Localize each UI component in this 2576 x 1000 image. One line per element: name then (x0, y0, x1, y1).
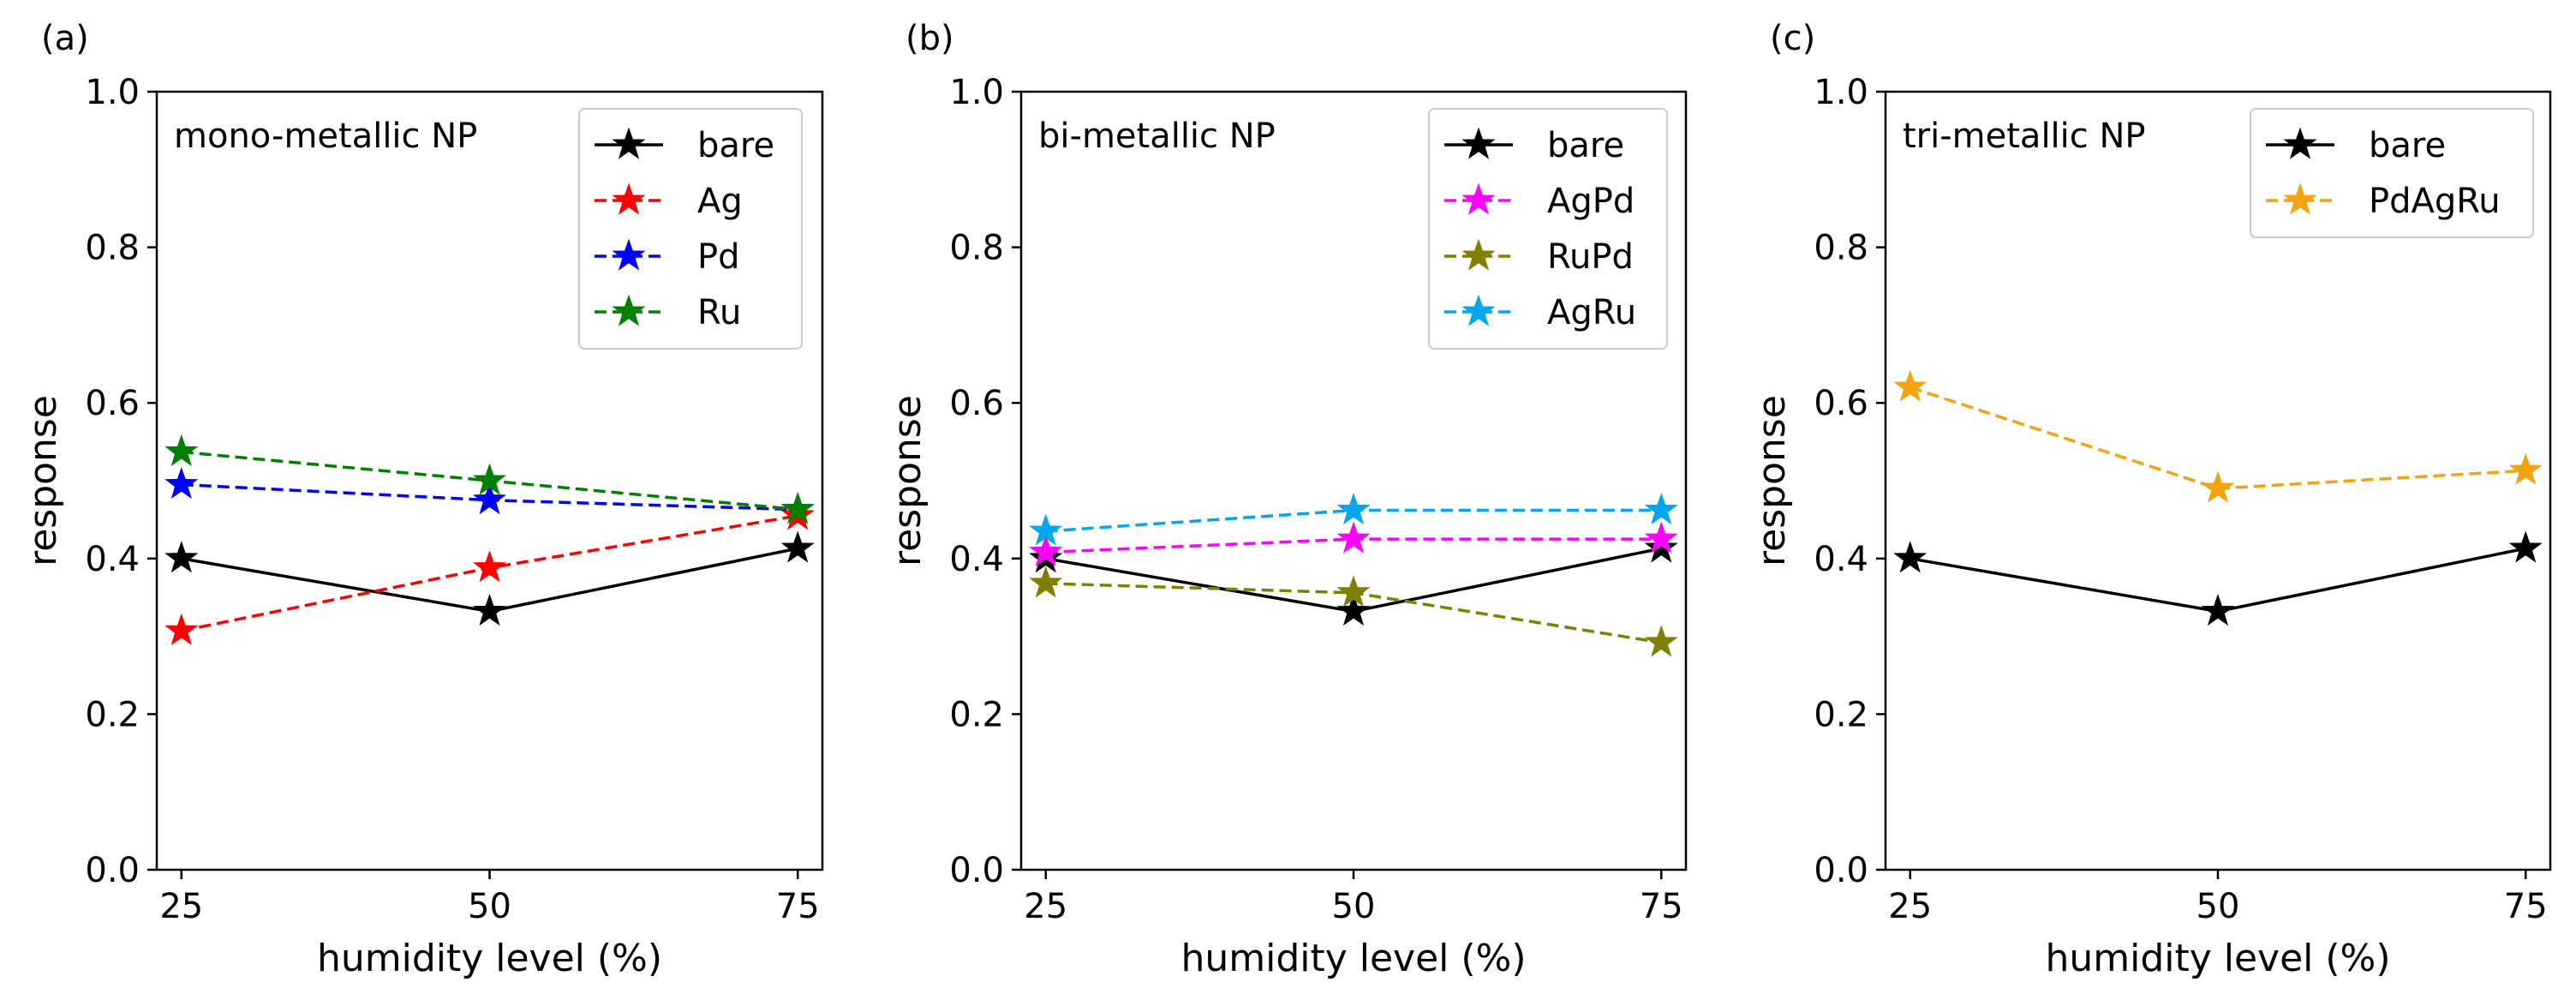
x-axis-label: humidity level (%) (317, 937, 662, 980)
legend-label-pdagru: PdAgRu (2369, 182, 2501, 221)
y-tick-label: 0.6 (949, 384, 1004, 423)
x-tick-label: 25 (159, 887, 203, 926)
legend-marker-ag (612, 183, 646, 215)
y-tick-label: 0.4 (1814, 540, 1868, 579)
data-point-pd (164, 467, 199, 500)
data-point-agpd (1029, 535, 1063, 567)
y-tick-label: 0.0 (1814, 851, 1868, 890)
data-point-bare (780, 530, 815, 563)
chart-title: mono-metallic NP (174, 117, 477, 156)
data-point-ru (780, 492, 815, 524)
legend-label-rupd: RuPd (1547, 237, 1634, 277)
legend-marker-ru (612, 294, 646, 326)
legend-marker-bare (612, 127, 646, 159)
y-axis-label: response (1750, 395, 1794, 566)
data-point-rupd (1644, 625, 1678, 657)
y-tick-label: 1.0 (1814, 73, 1868, 112)
legend-label-bare: bare (2369, 126, 2446, 165)
legend-label-pd: Pd (697, 237, 740, 277)
legend-box (2250, 108, 2534, 238)
data-point-pd (472, 482, 507, 515)
x-tick-label: 25 (1888, 887, 1932, 926)
data-point-ag (164, 613, 199, 645)
legend-label-agru: AgRu (1547, 293, 1636, 332)
y-tick-label: 1.0 (949, 73, 1004, 112)
legend-label-ru: Ru (697, 293, 741, 332)
data-point-pdagru (2508, 452, 2543, 485)
data-point-agru (1029, 513, 1063, 546)
legend-marker-bare (2283, 127, 2317, 159)
x-tick-label: 25 (1024, 887, 1067, 926)
data-point-bare (1644, 530, 1678, 563)
data-point-ru (164, 434, 199, 467)
y-tick-label: 0.0 (85, 851, 140, 890)
y-tick-label: 0.6 (1814, 384, 1868, 423)
data-point-bare (1336, 594, 1371, 626)
y-tick-label: 0.8 (1814, 229, 1868, 268)
y-axis-label: response (21, 395, 65, 566)
legend-marker-bare (1461, 127, 1496, 159)
y-tick-label: 0.2 (949, 695, 1004, 734)
y-tick-label: 0.4 (85, 540, 140, 579)
legend-marker-rupd (1461, 238, 1496, 271)
data-point-bare (1893, 541, 1928, 573)
y-tick-label: 0.8 (949, 229, 1004, 268)
panel-letter: (a) (41, 19, 89, 58)
chart-panel-1: (a) 0.0 0.2 0.4 0.6 0.8 1.0 25 50 75 humidity leve… (21, 19, 824, 980)
legend-box (1428, 108, 1668, 350)
data-point-agru (1644, 492, 1678, 525)
legend-marker-pd (612, 238, 646, 271)
data-point-ru (472, 463, 507, 495)
data-point-bare (472, 594, 507, 626)
data-point-pdagru (2201, 470, 2235, 503)
y-tick-label: 0.2 (1814, 695, 1868, 734)
legend-label-bare: bare (1547, 126, 1624, 165)
legend-marker-agru (1461, 294, 1496, 326)
y-tick-label: 0.2 (85, 695, 140, 734)
data-point-agpd (1336, 521, 1371, 554)
legend-label-ag: Ag (697, 182, 743, 221)
data-point-agru (1336, 492, 1371, 525)
data-point-bare (164, 541, 199, 573)
data-point-bare (2508, 530, 2543, 563)
data-point-rupd (1336, 575, 1371, 608)
y-axis-label: response (886, 395, 929, 566)
panel-letter: (c) (1770, 19, 1815, 58)
x-axis-label: humidity level (%) (1180, 937, 1526, 980)
chart-panel-2: (b) 0.0 0.2 0.4 0.6 0.8 1.0 25 50 75 humidity leve… (886, 19, 1688, 980)
data-point-ag (472, 550, 507, 583)
data-point-bare (2201, 594, 2235, 626)
x-tick-label: 75 (1640, 887, 1683, 926)
chart-title: tri-metallic NP (1903, 117, 2146, 156)
legend-label-bare: bare (697, 126, 774, 165)
panel-letter: (b) (905, 19, 954, 58)
x-tick-label: 50 (1332, 887, 1376, 926)
y-tick-label: 0.4 (949, 540, 1004, 579)
x-tick-label: 50 (2196, 887, 2240, 926)
y-tick-label: 1.0 (85, 73, 140, 112)
data-point-pdagru (1893, 369, 1928, 402)
chart-panel-3: (c) 0.0 0.2 0.4 0.6 0.8 1.0 25 50 75 humidity leve… (1750, 19, 2552, 980)
x-tick-label: 75 (2504, 887, 2548, 926)
legend-marker-agpd (1461, 183, 1496, 215)
x-axis-label: humidity level (%) (2045, 937, 2390, 980)
legend-label-agpd: AgPd (1547, 182, 1635, 221)
y-tick-label: 0.6 (85, 384, 140, 423)
chart-title: bi-metallic NP (1038, 117, 1276, 156)
data-point-agpd (1644, 521, 1678, 554)
x-tick-label: 50 (468, 887, 511, 926)
y-tick-label: 0.8 (85, 229, 140, 268)
y-tick-label: 0.0 (949, 851, 1004, 890)
data-point-rupd (1029, 566, 1063, 598)
legend-box (578, 108, 803, 350)
x-tick-label: 75 (776, 887, 820, 926)
legend-marker-pdagru (2283, 183, 2317, 215)
